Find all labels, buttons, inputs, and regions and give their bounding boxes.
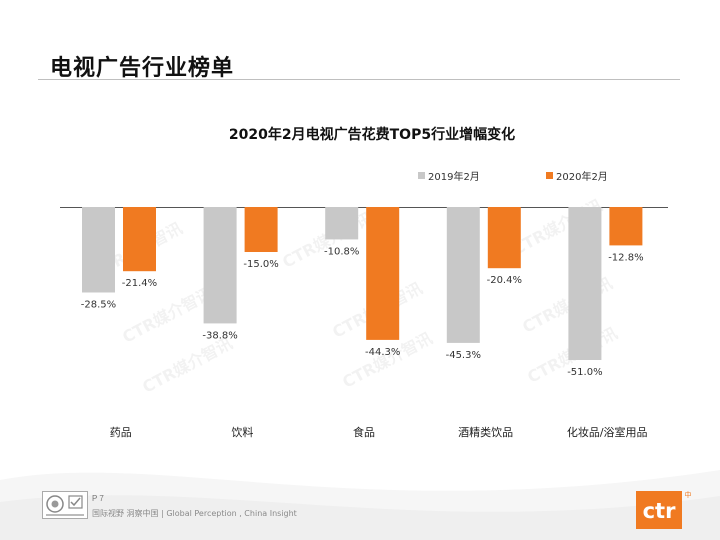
data-label-2020-4: -12.8% [608,252,643,263]
category-label-0: 药品 [110,426,132,439]
data-label-2019-2: -10.8% [324,246,359,257]
legend-swatch-2020 [546,172,553,179]
data-label-2020-2: -44.3% [365,347,400,358]
title-divider [38,79,680,80]
certification-logo [42,491,88,519]
footer-wave-decoration [0,470,720,540]
category-labels-layer: 药品 饮料 食品 酒精类饮品 化妆品/浴室用品 [110,425,648,439]
bar-2019-4 [568,207,602,360]
bar-2020-1 [244,207,278,252]
data-label-2019-3: -45.3% [446,350,481,361]
bar-2019-0 [82,207,115,293]
bar-2019-3 [446,207,480,343]
data-label-2020-0: -21.4% [122,278,157,289]
data-label-2019-4: -51.0% [567,367,602,378]
bars-layer [82,207,643,360]
legend: 2019年2月 2020年2月 [418,170,608,183]
data-label-2020-1: -15.0% [243,259,278,270]
bar-2019-1 [203,207,237,324]
data-label-2019-1: -38.8% [202,330,237,341]
category-label-2: 食品 [353,425,375,439]
legend-swatch-2019 [418,172,425,179]
bar-2020-3 [487,207,521,269]
bar-2020-2 [366,207,400,340]
bar-2020-0 [123,207,156,272]
data-label-2020-3: -20.4% [487,275,522,286]
ctr-logo: ctr 中 [636,490,692,529]
chart-title: 2020年2月电视广告花费TOP5行业增幅变化 [229,126,515,143]
page-title: 电视广告行业榜单 [50,56,235,81]
ctr-logo-mark: 中 [685,490,692,499]
legend-label-2020: 2020年2月 [556,170,608,183]
watermark-6: CTR媒介智讯 [139,334,235,397]
value-labels-layer: -28.5% -21.4% -38.8% -15.0% -10.8% -44.3% -45.… [81,246,644,378]
ctr-logo-text: ctr [643,499,676,523]
category-label-4: 化妆品/浴室用品 [567,425,648,439]
page-number: P 7 [92,494,104,503]
data-label-2019-0: -28.5% [81,300,116,311]
legend-label-2019: 2019年2月 [428,170,480,183]
category-label-3: 酒精类饮品 [458,425,513,439]
category-label-1: 饮料 [231,425,253,439]
footer-tagline: 国际视野 洞察中国 | Global Perception , China In… [92,509,297,518]
bar-2020-4 [609,207,643,246]
watermark-3: CTR媒介智讯 [119,284,215,347]
bar-2019-2 [325,207,359,240]
